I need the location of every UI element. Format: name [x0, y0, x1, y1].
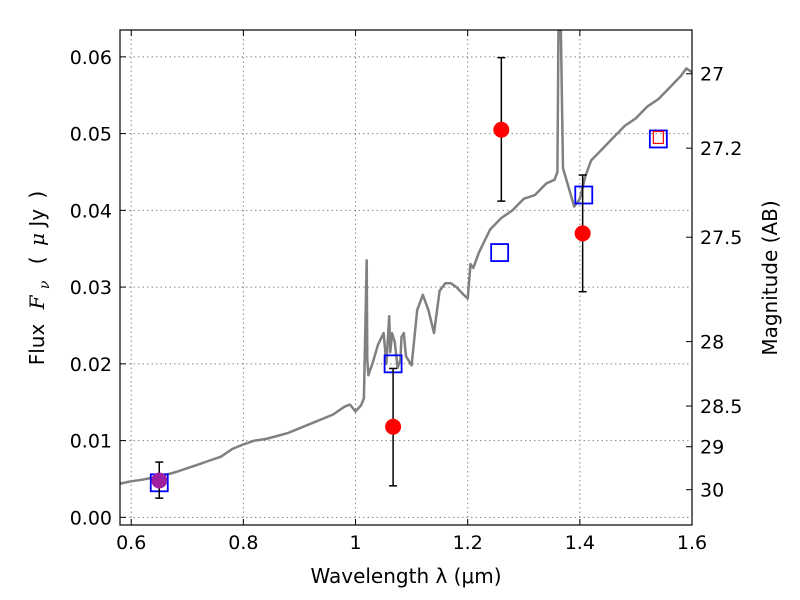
- spectrum-layer: [120, 30, 692, 485]
- spectrum-line: [120, 30, 692, 485]
- model-point: [490, 243, 510, 262]
- observed-points-layer: [151, 56, 664, 499]
- right-axis-label: Magnitude (AB): [758, 200, 782, 355]
- y-tick-label: 0.01: [70, 431, 112, 453]
- right-tick-label: 27.2: [700, 138, 742, 160]
- right-tick-label: 28.5: [700, 396, 742, 418]
- y-axis-label: Flux F ν ( μ Jy ): [25, 191, 54, 366]
- right-tick-label: 28: [700, 332, 724, 354]
- observed-point-small: [652, 130, 664, 145]
- x-axis-label: Wavelength λ (μm): [310, 564, 501, 588]
- y-label-symbol: F: [25, 294, 49, 310]
- y-tick-label: 0.04: [70, 200, 112, 222]
- x-tick-label: 0.8: [228, 532, 258, 554]
- plot-frame: [119, 29, 693, 526]
- observed-point: [493, 121, 510, 138]
- right-tick-label: 29: [700, 437, 724, 459]
- y-label-word: Flux: [25, 324, 49, 366]
- y-tick-label: 0.02: [70, 354, 112, 376]
- observed-point: [151, 472, 168, 489]
- y-tick-label: 0.03: [70, 277, 112, 299]
- right-tick-label: 30: [700, 480, 724, 502]
- y-tick-label: 0.00: [70, 507, 112, 529]
- x-tick-label: 1.4: [565, 532, 595, 554]
- y-label-close-paren: ): [25, 191, 49, 199]
- x-tick-label: 0.6: [116, 532, 146, 554]
- x-axis-ticks: 0.6 0.8 1 1.2 1.4 1.6: [116, 30, 707, 554]
- model-points-layer: [149, 129, 668, 493]
- y-tick-label: 0.05: [70, 124, 112, 146]
- y-label-open-paren: (: [25, 256, 49, 264]
- right-tick-label: 27.5: [700, 227, 742, 249]
- x-tick-label: 1: [349, 532, 361, 554]
- y-label-mu: μ: [25, 233, 49, 246]
- model-point: [648, 129, 668, 149]
- right-axis-ticks: 27 27.2 27.5 28 28.5 29 30: [686, 64, 742, 502]
- x-tick-label: 1.2: [453, 532, 483, 554]
- plot-area-background: [120, 30, 692, 525]
- y-tick-label: 0.06: [70, 47, 112, 69]
- model-point: [574, 185, 594, 205]
- y-axis-ticks: 0.00 0.01 0.02 0.03 0.04 0.05 0.06: [70, 47, 126, 529]
- y-label-subscript: ν: [37, 280, 53, 289]
- right-tick-label: 27: [700, 64, 724, 86]
- grid-lines: [120, 30, 692, 525]
- x-tick-label: 1.6: [677, 532, 707, 554]
- y-label-unit: Jy: [25, 209, 49, 229]
- observed-point: [574, 225, 591, 242]
- observed-point: [385, 418, 402, 435]
